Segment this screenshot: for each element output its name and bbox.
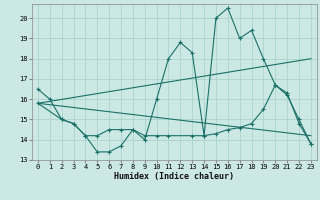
X-axis label: Humidex (Indice chaleur): Humidex (Indice chaleur) xyxy=(115,172,234,181)
